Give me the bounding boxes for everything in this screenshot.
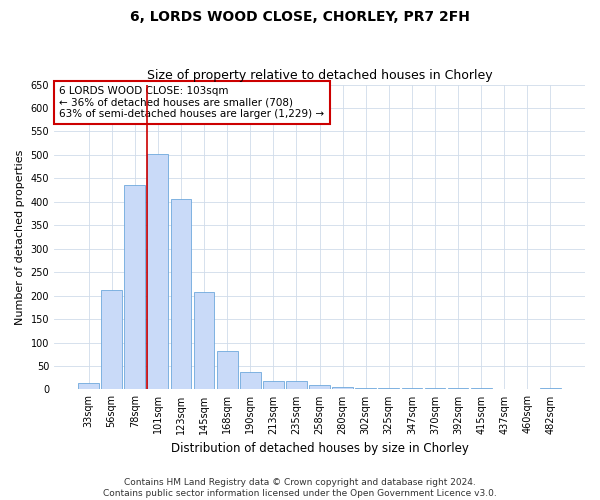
Bar <box>401 388 422 390</box>
Y-axis label: Number of detached properties: Number of detached properties <box>15 150 25 324</box>
Bar <box>425 388 445 390</box>
Bar <box>309 384 330 390</box>
Bar <box>194 292 214 390</box>
Title: Size of property relative to detached houses in Chorley: Size of property relative to detached ho… <box>147 69 493 82</box>
Bar <box>379 388 399 390</box>
Bar <box>78 383 99 390</box>
Bar <box>217 350 238 390</box>
Text: Contains HM Land Registry data © Crown copyright and database right 2024.
Contai: Contains HM Land Registry data © Crown c… <box>103 478 497 498</box>
Bar <box>332 387 353 390</box>
Bar <box>471 388 491 390</box>
Bar <box>170 198 191 390</box>
X-axis label: Distribution of detached houses by size in Chorley: Distribution of detached houses by size … <box>170 442 469 455</box>
Bar <box>355 388 376 390</box>
Text: 6, LORDS WOOD CLOSE, CHORLEY, PR7 2FH: 6, LORDS WOOD CLOSE, CHORLEY, PR7 2FH <box>130 10 470 24</box>
Bar <box>263 381 284 390</box>
Bar <box>101 290 122 390</box>
Bar <box>540 388 561 390</box>
Bar <box>124 186 145 390</box>
Bar <box>148 154 168 390</box>
Bar <box>448 388 469 390</box>
Text: 6 LORDS WOOD CLOSE: 103sqm
← 36% of detached houses are smaller (708)
63% of sem: 6 LORDS WOOD CLOSE: 103sqm ← 36% of deta… <box>59 86 325 120</box>
Bar <box>286 382 307 390</box>
Bar <box>240 372 260 390</box>
